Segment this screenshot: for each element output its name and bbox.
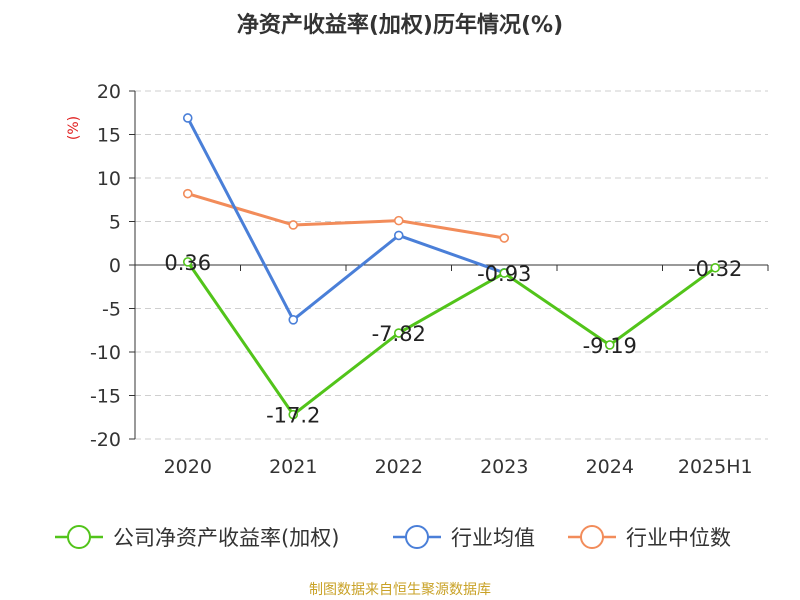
y-axis-label: (%) — [66, 116, 82, 140]
data-point[interactable] — [288, 315, 299, 325]
series-line — [186, 117, 505, 322]
x-tick-label: 2024 — [586, 456, 634, 478]
legend-marker — [580, 525, 604, 549]
data-point[interactable] — [499, 268, 510, 278]
legend-label[interactable]: 行业中位数 — [626, 526, 731, 550]
y-tick-label: -5 — [102, 299, 121, 321]
x-tick-label: 2023 — [480, 456, 528, 478]
data-point[interactable] — [393, 328, 404, 338]
data-point[interactable] — [499, 233, 510, 243]
data-label: -17.2 — [266, 404, 320, 428]
legend-label[interactable]: 行业均值 — [451, 526, 535, 550]
data-label: 0.36 — [164, 251, 211, 275]
y-tick-label: -15 — [90, 386, 121, 408]
series-group — [182, 113, 721, 420]
x-tick-label: 2025H1 — [678, 456, 753, 478]
y-tick-label: 15 — [97, 125, 121, 147]
x-tick-label: 2021 — [269, 456, 317, 478]
x-tick-label: 2022 — [375, 456, 423, 478]
y-tick-label: -20 — [90, 429, 121, 451]
data-label: -7.82 — [372, 322, 426, 346]
data-point[interactable] — [604, 340, 615, 350]
y-tick-label: 5 — [109, 212, 121, 234]
legend-marker — [67, 525, 91, 549]
data-point[interactable] — [393, 230, 404, 241]
x-tick-label: 2020 — [164, 456, 212, 478]
legend-label[interactable]: 公司净资产收益率(加权) — [113, 526, 339, 550]
data-point[interactable] — [182, 188, 193, 199]
chart-title: 净资产收益率(加权)历年情况(%) — [237, 12, 563, 38]
data-point[interactable] — [710, 262, 721, 273]
data-label: -9.19 — [583, 334, 637, 358]
legend: 公司净资产收益率(加权) 行业均值 行业中位数 — [55, 525, 731, 550]
data-point[interactable] — [288, 220, 299, 230]
y-tick-label: 20 — [97, 81, 121, 103]
data-label: -0.93 — [477, 262, 531, 286]
data-labels: 0.36 -17.2 -7.82 -0.93 -9.19 -0.32 — [164, 251, 742, 428]
data-point[interactable] — [182, 257, 193, 267]
series-line — [186, 261, 717, 417]
source-note: 制图数据来自恒生聚源数据库 — [309, 582, 491, 598]
y-tick-label: 0 — [109, 255, 121, 277]
y-tick-label: -10 — [90, 342, 121, 364]
axes: 20 15 10 5 0 -5 -10 -15 -20 2020 2021 2022 2023 2024 2… — [90, 81, 769, 478]
data-label: -0.32 — [688, 257, 742, 281]
series-line — [187, 192, 505, 240]
data-point[interactable] — [182, 113, 193, 123]
data-point[interactable] — [288, 409, 299, 420]
data-point[interactable] — [393, 215, 404, 226]
y-tick-label: 10 — [97, 168, 121, 190]
legend-marker — [405, 525, 429, 549]
